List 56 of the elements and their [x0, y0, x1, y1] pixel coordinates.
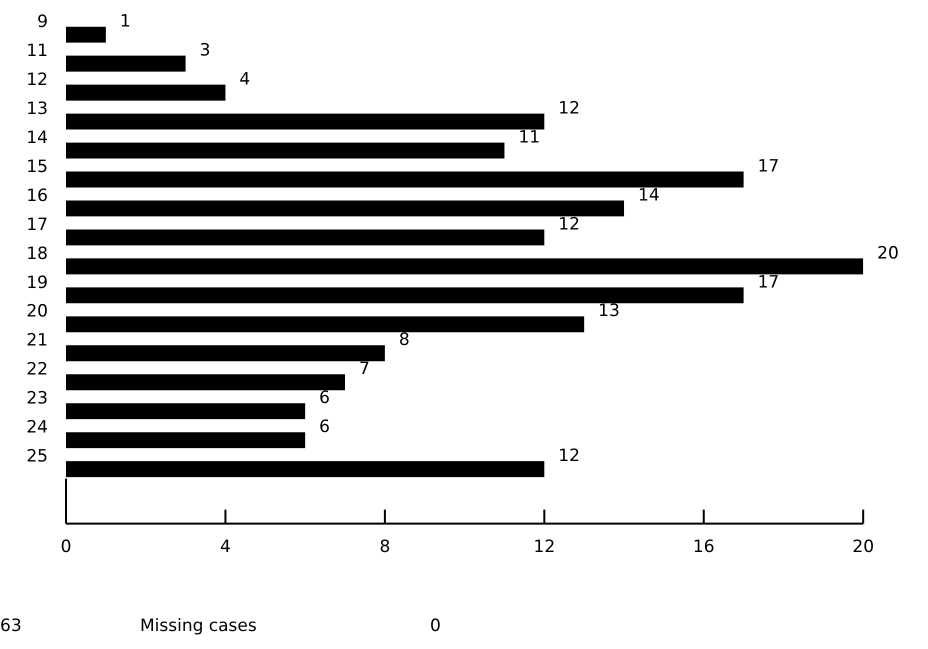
x-tick-label: 4: [220, 537, 231, 558]
bar: [66, 287, 744, 304]
y-tick-label: 25: [26, 446, 48, 467]
y-tick-label: 14: [26, 128, 48, 148]
text: 0: [430, 616, 441, 636]
bar: [66, 142, 504, 158]
data-label: 8: [398, 330, 410, 350]
data-label: 20: [877, 243, 899, 264]
data-label: 1: [120, 12, 131, 32]
bar: [66, 229, 544, 246]
data-label: 12: [558, 98, 580, 118]
y-tick-label: 21: [26, 330, 48, 351]
y-tick-label: 13: [26, 98, 48, 119]
y-tick-label: 19: [26, 272, 48, 293]
x-tick-label: 0: [60, 537, 72, 558]
data-label: 12: [558, 214, 580, 234]
bar: [66, 403, 306, 420]
bar: [66, 56, 186, 72]
x-tick-label: 12: [533, 537, 556, 558]
x-tick-label: 16: [692, 537, 715, 558]
bar: [66, 432, 306, 448]
y-tick-label: 24: [26, 418, 48, 438]
x-tick-label: 20: [852, 537, 874, 558]
y-tick-label: 12: [26, 70, 48, 90]
bar: [66, 200, 624, 216]
data-label: 3: [200, 40, 210, 61]
y-tick-label: 23: [26, 388, 48, 409]
y-tick-label: 11: [26, 41, 48, 62]
data-label: 7: [359, 359, 370, 380]
bar: [66, 345, 385, 362]
bar: [66, 316, 584, 332]
bar: [66, 84, 226, 101]
data-label: 6: [319, 417, 330, 438]
bar: [66, 172, 744, 188]
y-tick-label: 17: [26, 214, 48, 235]
bar: [66, 258, 864, 274]
bar: [66, 114, 544, 130]
data-label: 14: [638, 185, 660, 206]
bar: [66, 374, 346, 390]
data-label: 12: [558, 446, 580, 466]
text: Missing cases: [140, 616, 257, 636]
y-tick-label: 18: [26, 244, 48, 264]
y-tick-label: 20: [26, 302, 48, 322]
data-label: 6: [319, 388, 330, 408]
data-label: 4: [239, 70, 250, 90]
data-label: 17: [758, 156, 780, 176]
bar: [66, 26, 106, 43]
x-tick-label: 8: [379, 537, 390, 558]
text: 63: [0, 616, 22, 636]
y-tick-label: 9: [37, 12, 48, 32]
y-tick-label: 22: [26, 360, 48, 380]
data-label: 13: [598, 301, 620, 322]
y-tick-label: 16: [26, 186, 48, 206]
data-label: 11: [518, 127, 540, 148]
y-tick-label: 15: [26, 156, 48, 177]
data-label: 17: [758, 272, 780, 292]
